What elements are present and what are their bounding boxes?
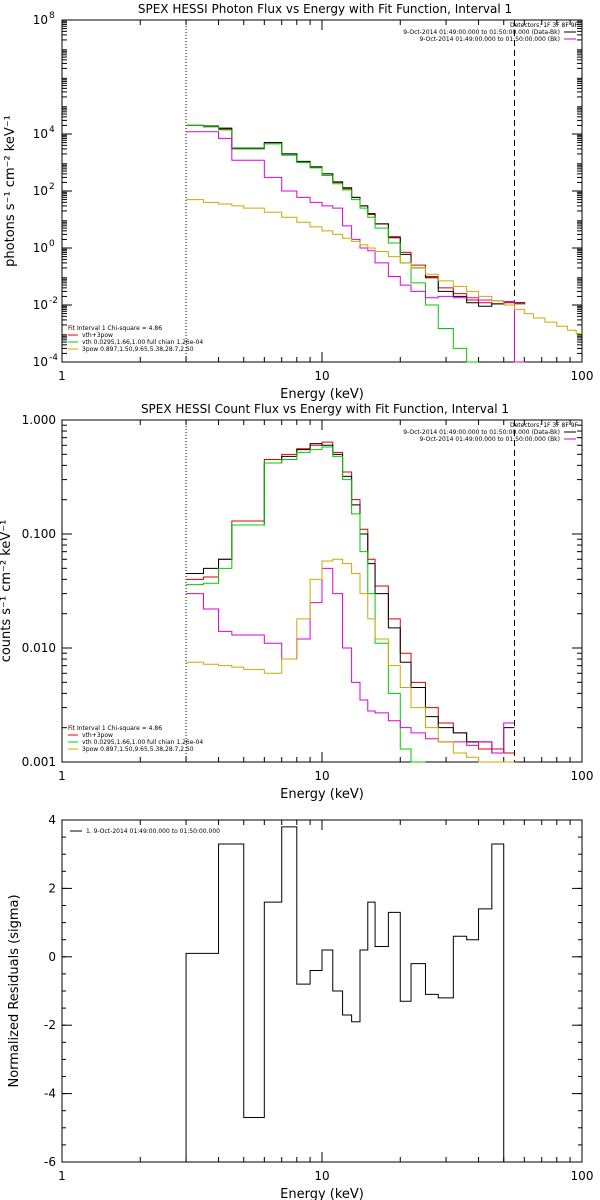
legend-entry: 9-Oct-2014 01:49:00.000 to 01:50:00.000 … [420,436,561,443]
y-tick-label: 10 [33,127,48,141]
y-tick-exponent: 0 [49,239,55,249]
series-vth [186,124,479,363]
chart-title: SPEX HESSI Count Flux vs Energy with Fit… [141,402,509,416]
y-tick-label: 10 [33,13,48,27]
y-tick-label: 0 [48,950,56,964]
series-3pow [186,199,582,334]
legend-entry: 9-Oct-2014 01:49:00.000 to 01:50:00.000 … [403,29,560,36]
y-axis-label: counts s⁻¹ cm⁻² keV⁻¹ [0,520,14,663]
y-tick-exponent: 4 [49,125,55,135]
y-tick-label: 10 [33,241,48,255]
series-vth-3pow [186,441,515,754]
series-data-bk [186,124,526,307]
legend-entry: vth 0.0295,1.66,1.00 full chian 1.26e-04 [82,339,203,346]
y-tick-exponent: -4 [49,353,58,363]
y-tick-label: 1.000 [22,413,56,427]
chart-title: SPEX HESSI Photon Flux vs Energy with Fi… [138,2,512,16]
y-tick-label: 0.100 [22,527,56,541]
series-vth-3pow [186,124,526,305]
series-data-bk [186,443,515,754]
y-tick-label: 10 [33,184,48,198]
plot-content: 1 10 100 -6 -4 -2 0 2 4 1. 9-Oct-2014 01:49:00.00… [44,813,593,1183]
y-tick-label: -2 [44,1018,56,1032]
x-tick-label: 1 [58,1169,66,1183]
x-tick-label: 10 [314,1169,329,1183]
legend-entry: 9-Oct-2014 01:49:00.000 to 01:50:00.000 … [420,36,561,43]
legend-fit-header: Fit Interval 1 Chi-square = 4.86 [68,325,162,332]
photon-flux-panel: SPEX HESSI Photon Flux vs Energy with Fi… [3,2,593,402]
y-tick-label: 0.001 [22,755,56,769]
series-bk [186,567,515,754]
y-tick-label: 10 [33,355,48,369]
legend-entry: vth+3pow [82,732,113,739]
x-tick-label: 100 [571,369,594,383]
x-axis-label: Energy (keV) [280,387,364,402]
legend-entry: vth+3pow [82,332,113,339]
plot-frame [61,19,583,363]
x-tick-label: 10 [314,369,329,383]
y-tick-exponent: 2 [49,182,55,192]
residuals-panel: 1 10 100 -6 -4 -2 0 2 4 1. 9-Oct-2014 01:49:00.00… [7,813,593,1200]
y-tick-exponent: -2 [49,296,58,306]
y-axis-label: Normalized Residuals (sigma) [7,894,22,1087]
plot-content: 1 10 100 0.001 0.010 0.100 1.000 Detectors: 1F … [22,413,594,783]
y-tick-label: -6 [44,1155,56,1169]
y-tick-exponent: 8 [49,11,55,21]
series-3pow [186,558,515,763]
x-tick-label: 100 [571,1169,594,1183]
y-tick-label: 10 [33,298,48,312]
legend-detectors: Detectors: 1F 3F 8F 9F [510,422,579,429]
y-tick-label: 0.010 [22,641,56,655]
x-axis-label: Energy (keV) [280,787,364,802]
x-tick-label: 10 [314,769,329,783]
legend-fit-header: Fit Interval 1 Chi-square = 4.86 [68,725,162,732]
legend-entry: 3pow 0.897,1.50,9.65,5.38,28.7,2.50 [82,746,194,753]
y-axis-label: photons s⁻¹ cm⁻² keV⁻¹ [3,115,18,267]
x-axis-label: Energy (keV) [280,1187,364,1200]
count-flux-panel: SPEX HESSI Count Flux vs Energy with Fit… [0,402,593,802]
y-tick-label: 4 [48,813,56,827]
x-tick-label: 1 [58,369,66,383]
y-tick-label: -4 [44,1087,56,1101]
y-tick-label: 2 [48,881,56,895]
legend-detectors: Detectors: 1F 3F 8F 9F [510,22,579,29]
x-tick-label: 1 [58,769,66,783]
series-residuals [185,826,515,1163]
series-bk [186,131,526,363]
legend-entry: vth 0.0295,1.66,1.00 full chian 1.26e-04 [82,739,203,746]
series-vth [186,446,426,763]
legend-entry: 9-Oct-2014 01:49:00.000 to 01:50:00.000 … [403,429,560,436]
legend-entry: 3pow 0.897,1.50,9.65,5.38,28.7,2.50 [82,346,194,353]
x-tick-label: 100 [571,769,594,783]
legend-entry: 1. 9-Oct-2014 01:49:00.000 to 01:50:00.0… [86,828,220,835]
